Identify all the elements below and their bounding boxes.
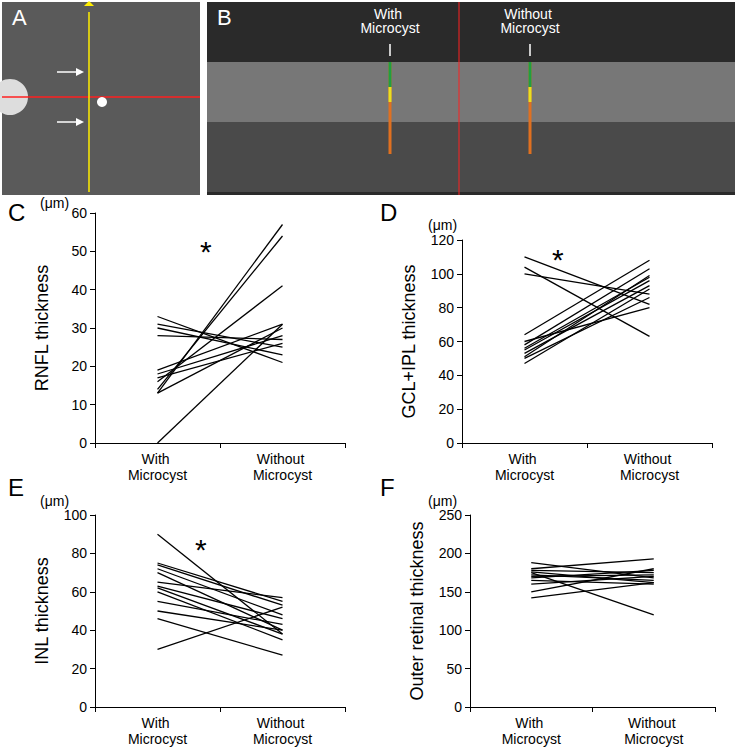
svg-text:0: 0 — [454, 699, 462, 715]
svg-text:100: 100 — [64, 507, 88, 523]
svg-text:20: 20 — [71, 661, 87, 677]
svg-text:*: * — [200, 235, 212, 268]
svg-text:250: 250 — [439, 507, 463, 523]
svg-text:F: F — [380, 474, 395, 501]
svg-text:Microcyst: Microcyst — [502, 731, 561, 747]
svg-text:100: 100 — [431, 266, 455, 282]
svg-text:C: C — [8, 199, 25, 226]
svg-text:40: 40 — [438, 367, 454, 383]
svg-text:10: 10 — [71, 397, 87, 413]
svg-text:D: D — [380, 199, 397, 226]
svg-text:GCL+IPL thickness: GCL+IPL thickness — [399, 265, 419, 419]
svg-text:E: E — [8, 474, 24, 501]
svg-text:Microcyst: Microcyst — [128, 731, 187, 747]
svg-text:A: A — [12, 5, 27, 30]
svg-text:20: 20 — [438, 401, 454, 417]
svg-text:80: 80 — [438, 300, 454, 316]
svg-text:0: 0 — [446, 435, 454, 451]
svg-text:40: 40 — [71, 622, 87, 638]
svg-text:With: With — [142, 715, 174, 731]
svg-text:Without: Without — [257, 715, 308, 731]
svg-text:Without: Without — [628, 715, 679, 731]
svg-text:Without: Without — [624, 451, 675, 467]
svg-text:150: 150 — [439, 584, 463, 600]
svg-text:Microcyst: Microcyst — [128, 467, 187, 483]
svg-text:30: 30 — [71, 320, 87, 336]
svg-text:(μm): (μm) — [40, 195, 69, 211]
svg-text:80: 80 — [71, 545, 87, 561]
svg-text:100: 100 — [439, 622, 463, 638]
svg-text:40: 40 — [71, 282, 87, 298]
svg-text:(μm): (μm) — [428, 493, 458, 509]
svg-text:*: * — [195, 533, 207, 566]
svg-text:200: 200 — [439, 545, 463, 561]
svg-text:Without: Without — [504, 6, 556, 22]
svg-text:(μm): (μm) — [428, 217, 457, 233]
svg-text:B: B — [217, 5, 232, 30]
svg-text:Microcyst: Microcyst — [495, 467, 554, 483]
svg-text:Microcyst: Microcyst — [360, 20, 419, 36]
svg-text:Microcyst: Microcyst — [253, 467, 312, 483]
svg-text:60: 60 — [71, 584, 87, 600]
svg-text:120: 120 — [431, 232, 455, 248]
svg-text:INL thickness: INL thickness — [32, 557, 52, 664]
svg-text:Without: Without — [257, 451, 308, 467]
svg-text:0: 0 — [79, 435, 87, 451]
svg-text:Microcyst: Microcyst — [624, 731, 683, 747]
svg-text:With: With — [374, 6, 406, 22]
svg-text:RNFL thickness: RNFL thickness — [32, 265, 52, 391]
svg-text:Microcyst: Microcyst — [253, 731, 312, 747]
svg-text:60: 60 — [438, 334, 454, 350]
svg-text:50: 50 — [446, 661, 462, 677]
svg-text:20: 20 — [71, 358, 87, 374]
svg-text:Outer retinal thickness: Outer retinal thickness — [407, 521, 427, 700]
svg-text:With: With — [142, 451, 174, 467]
svg-text:0: 0 — [79, 699, 87, 715]
svg-text:(μm): (μm) — [40, 493, 70, 509]
svg-text:Microcyst: Microcyst — [500, 20, 559, 36]
svg-text:With: With — [509, 451, 541, 467]
svg-text:Microcyst: Microcyst — [620, 467, 679, 483]
svg-text:60: 60 — [71, 205, 87, 221]
svg-text:50: 50 — [71, 243, 87, 259]
svg-text:With: With — [515, 715, 547, 731]
